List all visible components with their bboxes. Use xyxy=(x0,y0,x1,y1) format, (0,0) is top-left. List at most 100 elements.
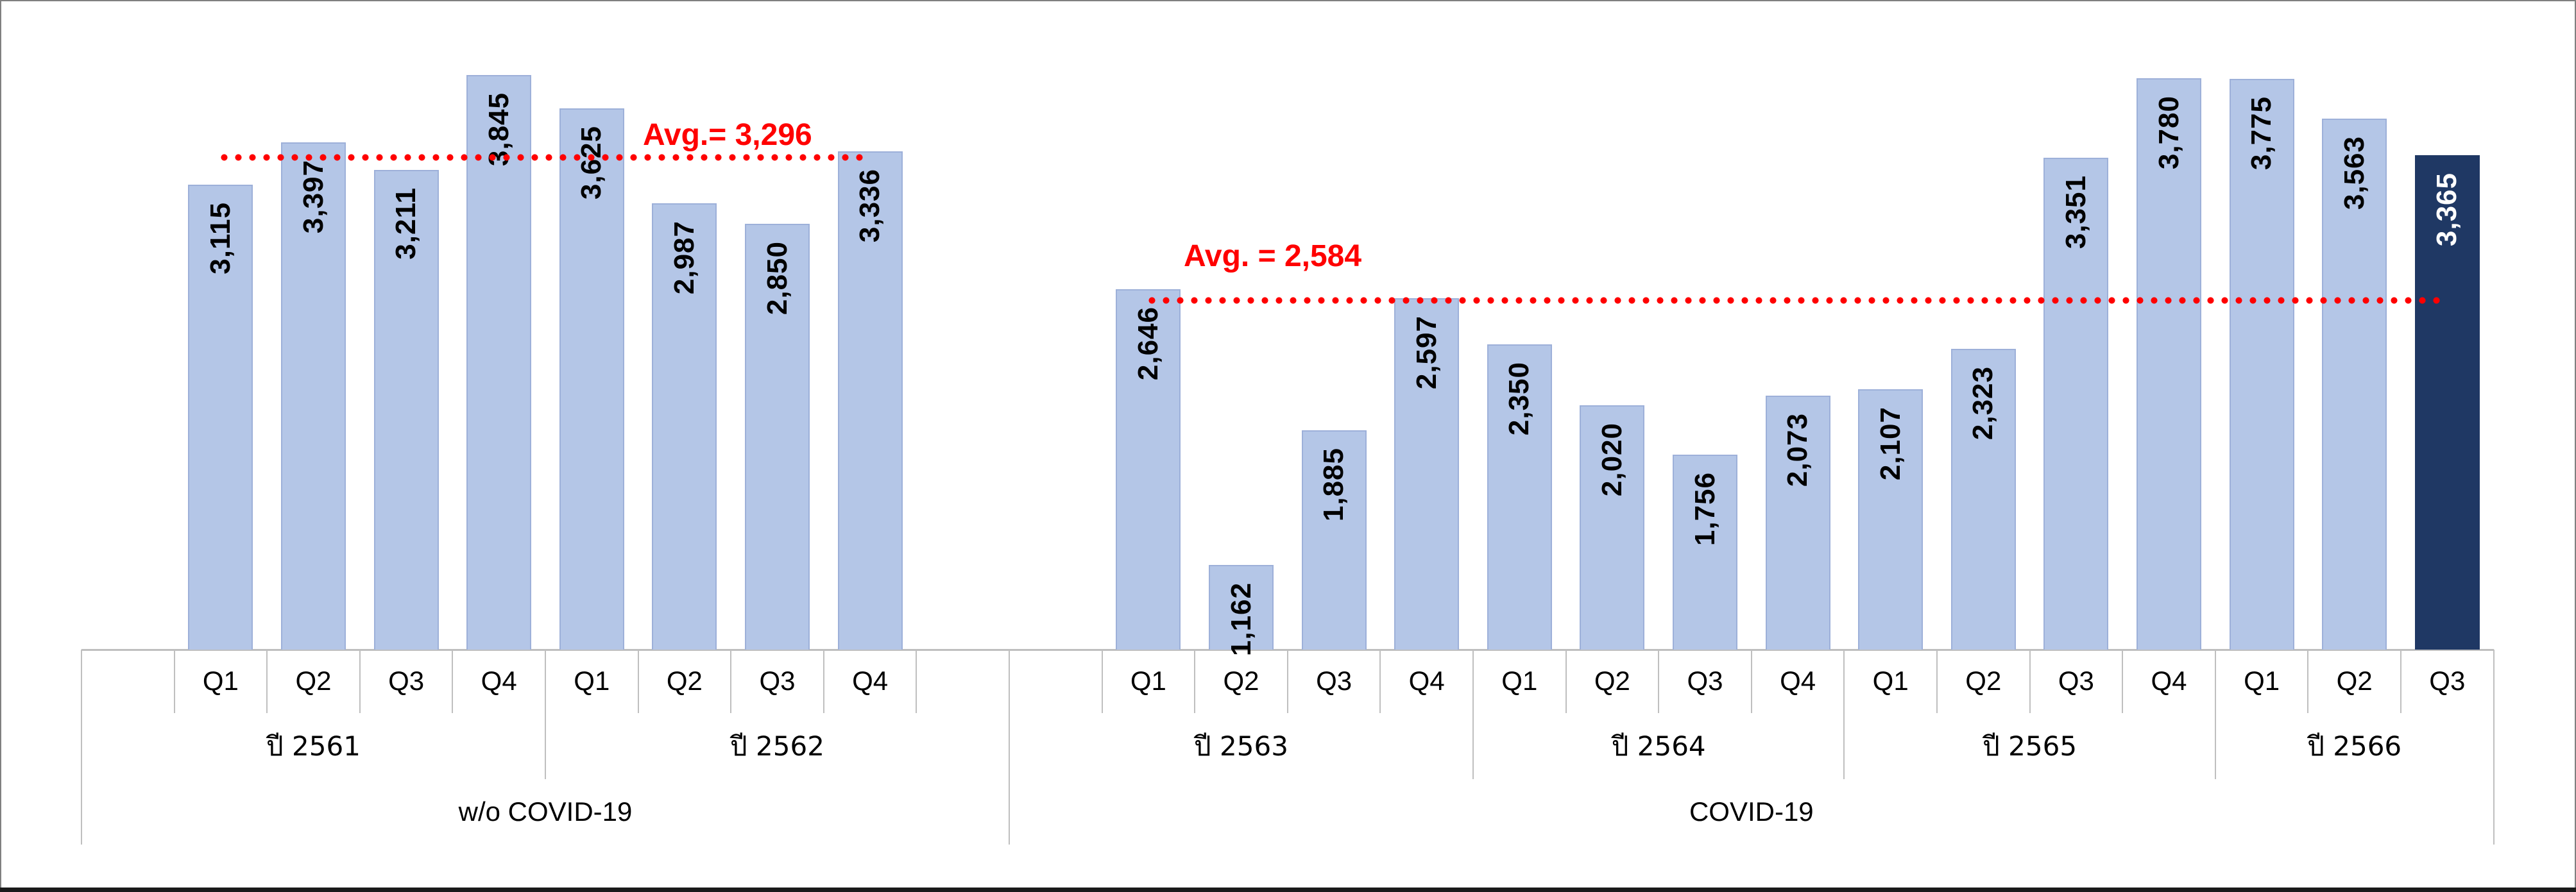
axis-quarter-label: Q3 xyxy=(1316,666,1352,696)
axis-year-label: ปี 2565 xyxy=(1983,730,2077,762)
bar-covid-2563-q4: 2,597 xyxy=(1394,298,1460,650)
bar-value-label: 3,365 xyxy=(2431,173,2463,247)
axis-quarter-label: Q3 xyxy=(388,666,425,696)
axis-separator-q xyxy=(2307,650,2309,713)
bar-covid-2565-q4: 3,780 xyxy=(2137,78,2201,650)
bar-covid-2566-q2: 3,563 xyxy=(2322,118,2387,650)
bar-value-label: 3,336 xyxy=(854,169,886,243)
axis-separator-q xyxy=(730,650,732,713)
bar-value-label: 2,350 xyxy=(1503,361,1535,435)
bar-wo-covid-2561-q4: 3,845 xyxy=(466,75,532,650)
bar-value-label: 2,323 xyxy=(1967,366,1999,441)
axis-quarter-label: Q2 xyxy=(2336,666,2373,696)
bar-value-label: 2,073 xyxy=(1782,412,1814,487)
axis-quarter-label: Q4 xyxy=(1408,666,1445,696)
axis-quarter-label: Q3 xyxy=(1687,666,1723,696)
axis-group-label: w/o COVID-19 xyxy=(458,796,633,827)
frame-border-left xyxy=(0,0,1,892)
axis-quarter-label: Q1 xyxy=(1130,666,1166,696)
axis-quarter-label: Q2 xyxy=(1223,666,1259,696)
bar-covid-2565-q2: 2,323 xyxy=(1950,349,2016,650)
axis-separator-g xyxy=(1009,650,1010,845)
bar-covid-2566-q1: 3,775 xyxy=(2229,79,2294,650)
average-line xyxy=(220,153,871,161)
bar-wo-covid-2562-q4: 3,336 xyxy=(837,151,903,650)
bar-value-label: 3,351 xyxy=(2060,175,2092,249)
axis-separator-q xyxy=(916,650,917,713)
axis-year-label: ปี 2564 xyxy=(1611,730,1706,762)
bar-wo-covid-2562-q3: 2,850 xyxy=(745,224,810,650)
axis-separator-g xyxy=(2493,650,2495,845)
bar-value-label: 3,115 xyxy=(204,201,236,274)
axis-year-label: ปี 2563 xyxy=(1194,730,1288,762)
axis-quarter-label: Q1 xyxy=(1501,666,1538,696)
axis-quarter-label: Q1 xyxy=(574,666,610,696)
frame-border-bottom xyxy=(0,888,2576,892)
bar-value-label: 1,162 xyxy=(1225,582,1257,657)
bar-value-label: 2,107 xyxy=(1874,406,1906,481)
average-line xyxy=(1148,297,2448,305)
axis-separator-q xyxy=(359,650,361,713)
axis-separator-q xyxy=(2029,650,2031,713)
average-value-label: Avg. = 2,584 xyxy=(1184,239,1362,273)
bar-wo-covid-2561-q2: 3,397 xyxy=(281,142,346,650)
bar-covid-2565-q3: 3,351 xyxy=(2043,158,2109,650)
axis-separator-y xyxy=(1472,650,1474,779)
axis-quarter-label: Q4 xyxy=(852,666,889,696)
axis-quarter-label: Q2 xyxy=(295,666,332,696)
bar-covid-2564-q1: 2,350 xyxy=(1487,344,1552,650)
bar-covid-2563-q3: 1,885 xyxy=(1301,430,1367,650)
bar-covid-2564-q2: 2,020 xyxy=(1580,405,1645,650)
axis-separator-q xyxy=(173,650,175,713)
axis-quarter-label: Q4 xyxy=(2151,666,2187,696)
bar-covid-2566-q3: 3,365 xyxy=(2414,155,2480,650)
axis-quarter-label: Q4 xyxy=(481,666,517,696)
axis-quarter-label: Q1 xyxy=(202,666,239,696)
bar-wo-covid-2562-q1: 3,625 xyxy=(559,108,624,650)
bar-value-label: 1,885 xyxy=(1318,448,1350,522)
bar-value-label: 2,987 xyxy=(668,221,700,295)
bar-covid-2564-q4: 2,073 xyxy=(1765,395,1830,650)
bar-value-label: 2,850 xyxy=(761,241,793,316)
axis-separator-g xyxy=(81,650,82,845)
frame-border-top xyxy=(0,0,2576,1)
axis-separator-q xyxy=(1750,650,1752,713)
axis-separator-q xyxy=(1565,650,1567,713)
bar-value-label: 3,563 xyxy=(2338,135,2370,210)
axis-separator-q xyxy=(266,650,268,713)
axis-year-label: ปี 2561 xyxy=(266,730,361,762)
frame-border-right xyxy=(2575,0,2576,892)
bar-value-label: 2,597 xyxy=(1410,315,1442,389)
axis-quarter-label: Q2 xyxy=(1965,666,2002,696)
axis-quarter-label: Q3 xyxy=(759,666,796,696)
axis-separator-q xyxy=(1936,650,1938,713)
bar-value-label: 2,646 xyxy=(1132,306,1164,380)
bar-covid-2564-q3: 1,756 xyxy=(1673,454,1737,650)
bar-value-label: 3,397 xyxy=(297,159,329,233)
axis-separator-q xyxy=(1194,650,1196,713)
axis-separator-q xyxy=(823,650,824,713)
axis-quarter-label: Q1 xyxy=(2244,666,2280,696)
axis-year-label: ปี 2562 xyxy=(730,730,824,762)
axis-separator-y xyxy=(1843,650,1845,779)
bar-wo-covid-2561-q1: 3,115 xyxy=(188,184,253,650)
axis-separator-q xyxy=(1658,650,1660,713)
axis-quarter-label: Q2 xyxy=(666,666,703,696)
axis-separator-q xyxy=(1286,650,1288,713)
axis-separator-q xyxy=(1379,650,1381,713)
axis-separator-q xyxy=(637,650,639,713)
axis-year-label: ปี 2566 xyxy=(2307,730,2402,762)
axis-separator-q xyxy=(2400,650,2401,713)
axis-quarter-label: Q1 xyxy=(1872,666,1909,696)
average-value-label: Avg.= 3,296 xyxy=(643,118,812,152)
bar-covid-2565-q1: 2,107 xyxy=(1858,389,1923,650)
axis-group-label: COVID-19 xyxy=(1689,796,1814,827)
axis-separator-q xyxy=(452,650,454,713)
axis-quarter-label: Q2 xyxy=(1594,666,1630,696)
axis-separator-q xyxy=(2122,650,2124,713)
bar-covid-2563-q1: 2,646 xyxy=(1116,289,1181,650)
bar-wo-covid-2562-q2: 2,987 xyxy=(652,203,717,650)
category-axis-line xyxy=(81,649,2494,651)
bar-covid-2563-q2: 1,162 xyxy=(1209,565,1274,656)
